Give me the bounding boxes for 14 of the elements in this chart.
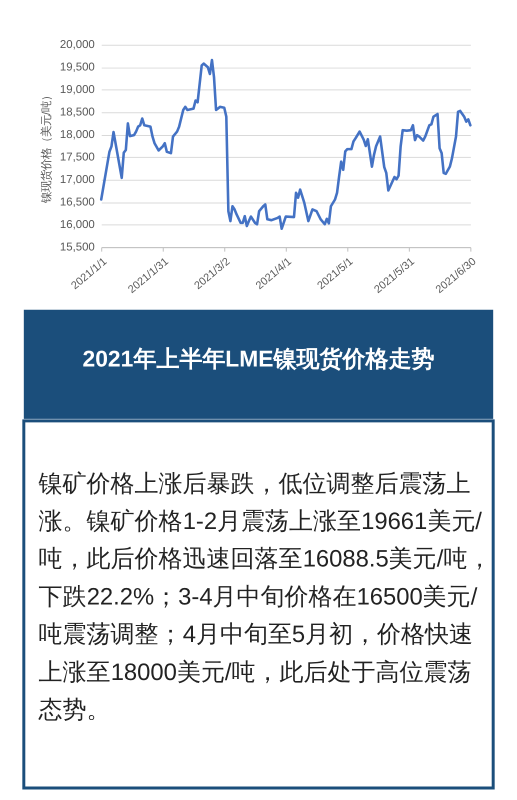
y-tick-label: 17,500 <box>60 152 95 164</box>
y-tick-label: 17,000 <box>60 174 95 186</box>
y-tick-label: 18,000 <box>60 129 95 142</box>
y-tick-label: 19,500 <box>60 62 95 74</box>
y-tick-label: 16,500 <box>60 196 95 209</box>
y-tick-label: 16,000 <box>60 219 95 232</box>
y-axis-title: 镍现货价格（美元/吨） <box>40 90 53 204</box>
y-tick-label: 20,000 <box>60 39 95 52</box>
text: 镍矿价格上涨后暴跌，低位调整后震荡上涨。镍矿价格1-2月震荡上涨至19661美元/吨，此后价格迅速回落至16088.5美元/吨，下跌22.2%；3-4月中旬价格在16500美元/吨震荡调整；4月中旬至5月初，价格快速上涨至18000美元/吨，此后处于高位震荡态势。 <box>38 470 492 724</box>
y-tick-label: 19,000 <box>60 84 95 96</box>
text: 2021年上半年LME镍现货价格走势 <box>82 345 434 372</box>
y-tick-label: 18,500 <box>60 106 95 119</box>
y-tick-label: 15,500 <box>60 242 95 254</box>
line-series <box>100 58 472 230</box>
